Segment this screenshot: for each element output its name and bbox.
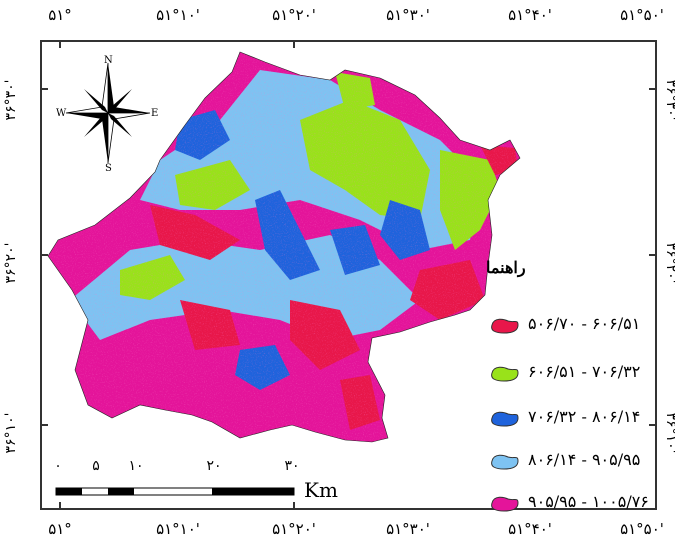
top-coord-label: ۵۱°	[48, 6, 72, 24]
legend-swatch-icon	[491, 318, 519, 334]
bottom-coord-label: ۵۱°۲۰'	[272, 520, 316, 538]
bottom-coord-label: ۵۱°	[48, 520, 72, 538]
compass-west-label: W	[56, 108, 67, 119]
bottom-coord-label: ۵۱°۳۰'	[386, 520, 430, 538]
legend-item: ۸۰۶/۱۴ - ۹۰۵/۹۵	[490, 448, 670, 478]
top-coord-label: ۵۱°۳۰'	[386, 6, 430, 24]
legend-item-label: ۷۰۶/۳۲ - ۸۰۶/۱۴	[528, 407, 641, 426]
top-coord-label: ۵۱°۴۰'	[508, 6, 552, 24]
top-coord-label: ۵۱°۵۰'	[620, 6, 664, 24]
scale-tick-label: ۰	[54, 458, 62, 474]
frame-tick	[40, 254, 48, 256]
top-coord-label: ۵۱°۲۰'	[272, 6, 316, 24]
legend-swatch-icon	[491, 366, 519, 382]
compass-south-label: S	[105, 163, 112, 174]
frame-tick	[59, 40, 61, 48]
scale-tick-label: ۱۰	[128, 458, 144, 474]
legend-swatch-icon	[491, 411, 519, 427]
scale-tick-label: ۳۰	[284, 458, 300, 474]
scale-unit-label: Km	[304, 478, 338, 502]
legend-item: ۵۰۶/۷۰ - ۶۰۶/۵۱	[490, 312, 670, 342]
scale-tick-label: ۲۰	[206, 458, 222, 474]
scale-tick-label: ۵	[92, 458, 100, 474]
legend-item-label: ۸۰۶/۱۴ - ۹۰۵/۹۵	[528, 450, 641, 469]
legend-item-label: ۵۰۶/۷۰ - ۶۰۶/۵۱	[528, 314, 641, 333]
bottom-coord-label: ۵۱°۴۰'	[508, 520, 552, 538]
frame-tick	[59, 502, 61, 510]
bottom-coord-label: ۵۱°۵۰'	[620, 520, 664, 538]
legend-swatch-icon	[491, 454, 519, 470]
legend-swatch-icon	[491, 496, 519, 512]
legend-item: ۷۰۶/۳۲ - ۸۰۶/۱۴	[490, 405, 670, 435]
legend-item-label: ۶۰۶/۵۱ - ۷۰۶/۳۲	[528, 362, 641, 381]
frame-tick	[649, 254, 657, 256]
legend-item: ۹۰۵/۹۵ - ۱۰۰۵/۷۶	[490, 490, 670, 520]
frame-tick	[649, 424, 657, 426]
frame-tick	[40, 88, 48, 90]
compass-east-label: E	[151, 108, 159, 119]
legend-title: راهنما	[486, 258, 526, 277]
frame-tick	[40, 424, 48, 426]
frame-tick	[649, 88, 657, 90]
frame-tick	[293, 40, 295, 48]
frame-tick	[293, 502, 295, 510]
top-coord-label: ۵۱°۱۰'	[156, 6, 200, 24]
compass-north-label: N	[104, 55, 113, 66]
legend-item-label: ۹۰۵/۹۵ - ۱۰۰۵/۷۶	[528, 492, 649, 511]
bottom-coord-label: ۵۱°۱۰'	[156, 520, 200, 538]
legend-item: ۶۰۶/۵۱ - ۷۰۶/۳۲	[490, 360, 670, 390]
